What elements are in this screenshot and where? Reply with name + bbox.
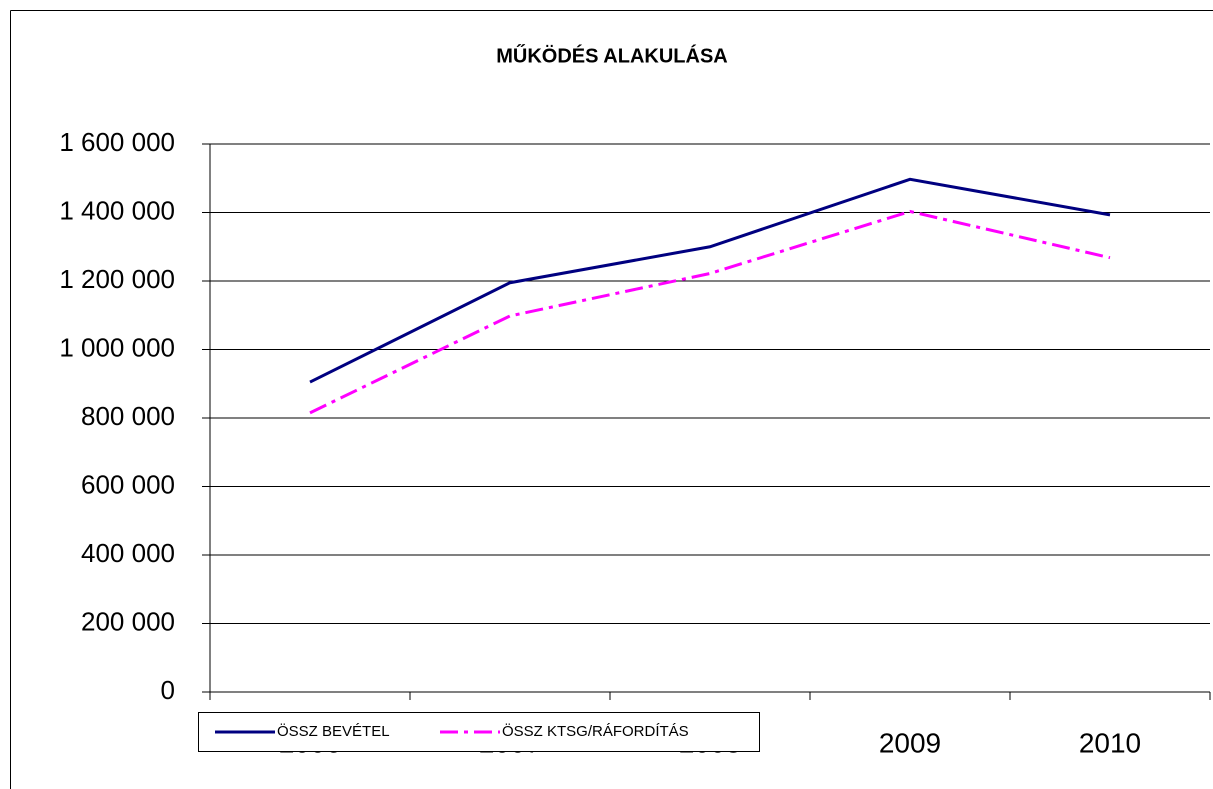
y-tick-label: 1 000 000: [59, 332, 175, 362]
y-tick-label: 0: [161, 675, 175, 705]
legend-box: [198, 712, 760, 752]
series-line: [309, 209, 1111, 415]
y-tick-label: 400 000: [81, 538, 175, 568]
legend-label: ÖSSZ KTSG/RÁFORDÍTÁS: [502, 722, 689, 740]
legend-label: ÖSSZ BEVÉTEL: [277, 722, 390, 740]
y-tick-label: 800 000: [81, 401, 175, 431]
y-tick-label: 600 000: [81, 469, 175, 499]
series-line: [309, 177, 1111, 384]
chart-title: MŰKÖDÉS ALAKULÁSA: [496, 44, 727, 67]
y-tick-label: 1 200 000: [59, 264, 175, 294]
y-tick-label: 1 600 000: [59, 127, 175, 157]
x-tick-label: 2010: [1079, 727, 1141, 758]
y-tick-label: 1 400 000: [59, 195, 175, 225]
x-tick-label: 2009: [879, 727, 941, 758]
y-tick-label: 200 000: [81, 606, 175, 636]
